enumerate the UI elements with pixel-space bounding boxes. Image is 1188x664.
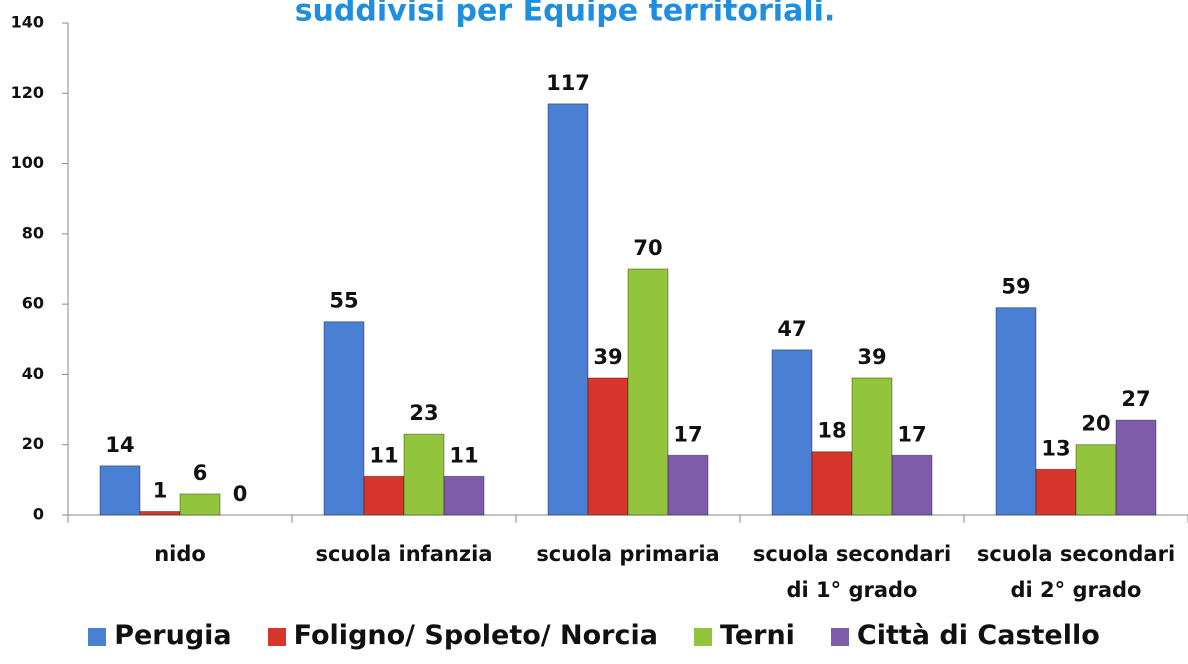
y-tick-label: 120 [11,83,44,102]
bar [179,493,221,516]
bar [1075,444,1117,516]
legend-item: Terni [693,620,795,651]
legend-swatch [88,627,107,646]
data-label: 55 [329,289,358,313]
data-label: 11 [369,443,398,467]
y-tick-label: 0 [33,505,44,524]
bar [811,451,853,516]
legend-item: Città di Castello [830,620,1100,651]
x-tick-label: scuola secondari di 1° grado [752,542,952,602]
bar [1115,419,1157,516]
bar [547,103,589,516]
data-label: 14 [105,433,134,457]
bar [667,454,709,516]
data-label: 1 [153,478,168,502]
bar [443,475,485,516]
y-tick-label: 40 [22,364,44,383]
data-label: 11 [449,443,478,467]
y-tick-label: 60 [22,294,44,313]
data-label: 20 [1081,412,1110,436]
chart-title: suddivisi per Equipe territoriali. [295,0,836,29]
data-label: 13 [1041,436,1070,460]
data-label: 6 [193,461,208,485]
data-label: 23 [409,401,438,425]
data-label: 17 [897,422,926,446]
bar [139,510,181,516]
bar [363,475,405,516]
x-tick-label: scuola primaria [536,542,720,566]
data-label: 39 [593,345,622,369]
x-tick-label: nido [154,542,206,566]
data-label: 59 [1001,275,1030,299]
data-label: 47 [777,317,806,341]
data-label: 17 [673,422,702,446]
legend-swatch [830,627,849,646]
bar [995,307,1037,516]
bar [403,433,445,516]
x-tick-label: scuola secondari di 2° grado [976,542,1176,602]
y-tick-label: 20 [22,434,44,453]
bar [323,321,365,516]
legend-label: Perugia [114,620,232,651]
data-label: 18 [817,419,846,443]
bar [627,268,669,516]
y-tick-label: 100 [11,153,44,172]
legend-label: Città di Castello [856,620,1100,651]
data-label: 39 [857,345,886,369]
data-label: 117 [546,71,590,95]
y-tick-label: 140 [11,13,44,32]
bar [1035,468,1077,516]
bar [771,349,813,516]
data-label: 0 [233,482,248,506]
data-label: 70 [633,236,662,260]
bar [891,454,933,516]
legend-swatch [693,627,712,646]
legend-label: Terni [719,620,795,651]
x-tick-label: scuola infanzia [315,542,493,566]
legend-item: Foligno/ Spoleto/ Norcia [267,620,658,651]
legend: Perugia Foligno/ Spoleto/ Norcia Terni Citt… [0,620,1188,651]
bar [587,377,629,516]
data-label: 27 [1121,387,1150,411]
legend-label: Foligno/ Spoleto/ Norcia [293,620,658,651]
bar [851,377,893,516]
bar [99,465,141,516]
legend-item: Perugia [88,620,232,651]
legend-swatch [267,627,286,646]
y-tick-label: 80 [22,223,44,242]
